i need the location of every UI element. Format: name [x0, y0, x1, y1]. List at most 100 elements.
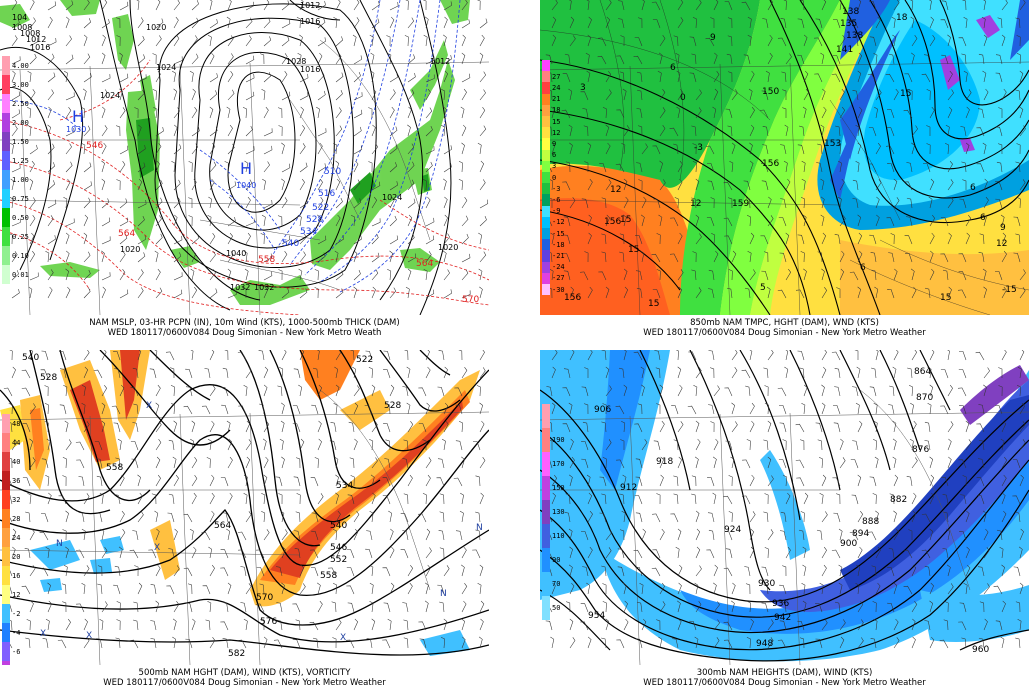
wind-barb	[296, 493, 301, 505]
wind-barb	[746, 637, 751, 649]
wind-barb	[29, 89, 36, 101]
wind-barb	[947, 70, 953, 83]
wind-barb	[641, 196, 647, 209]
height-contours	[0, 350, 489, 656]
wind-barb	[353, 235, 362, 245]
wind-barb	[584, 367, 589, 378]
wind-barb	[349, 350, 355, 361]
wind-barb	[778, 459, 787, 469]
wind-barb	[353, 109, 363, 119]
height-label: 870	[916, 393, 933, 403]
wind-barb	[227, 143, 235, 155]
wind-barb	[47, 269, 54, 281]
wind-barb	[45, 250, 50, 263]
thickness-label: 564	[118, 229, 135, 239]
wind-barb	[244, 268, 249, 281]
wind-barb	[477, 0, 481, 11]
wind-barb	[101, 125, 108, 137]
wind-barb	[819, 492, 824, 505]
legend-label: 130	[552, 508, 565, 516]
wind-barb	[350, 475, 355, 487]
wind-barb	[65, 0, 74, 11]
temp-label: 3	[580, 83, 586, 93]
wind-barb	[227, 251, 234, 263]
height-label: 864	[914, 367, 931, 377]
wind-barb	[243, 474, 248, 487]
wind-barb	[563, 216, 571, 227]
wind-barb	[439, 511, 445, 523]
wind-barb	[136, 0, 140, 11]
wind-barb	[652, 145, 661, 155]
isobar-label-group: 1012 1016 1020 1024 1028 1024 1020 1040 …	[12, 1, 458, 292]
temp-label: 9	[710, 33, 716, 43]
wind-barb	[333, 143, 338, 155]
wind-barb	[317, 214, 321, 227]
wind-barb	[677, 160, 683, 173]
wind-barb	[346, 567, 355, 577]
wind-barb	[165, 351, 175, 361]
wind-barb	[601, 233, 607, 245]
wind-barb	[605, 286, 610, 299]
isobar-label: 1024	[100, 91, 120, 100]
wind-barb	[406, 402, 411, 415]
wind-barb	[298, 268, 303, 281]
negative-vorticity	[30, 536, 470, 656]
isobar-label: 1020	[438, 243, 458, 252]
wind-barb	[983, 618, 988, 631]
h500-borders	[0, 389, 489, 665]
vort-marker: X	[154, 543, 160, 553]
wind-barb	[819, 582, 824, 595]
wind-barb	[371, 286, 376, 299]
wind-barb	[368, 107, 373, 118]
legend-swatch	[2, 585, 10, 604]
wind-barb	[957, 387, 967, 397]
wind-barb	[191, 475, 198, 487]
thickness-blue-label-group: 510 516 522 528 534 540	[282, 167, 341, 249]
wind-barb	[749, 420, 755, 433]
wind-barb	[425, 196, 431, 209]
wind-barb	[888, 547, 895, 559]
wind-barb	[172, 618, 177, 631]
wind-barb	[598, 271, 607, 281]
wind-barb	[748, 88, 753, 101]
wind-barb	[389, 528, 394, 541]
wind-barb	[47, 106, 52, 119]
wind-barb	[889, 385, 895, 397]
wind-barb	[983, 367, 990, 379]
wind-barb	[857, 0, 862, 11]
wind-barb	[202, 585, 211, 595]
legend-label: 20	[12, 552, 21, 561]
wind-barb	[155, 215, 162, 227]
wind-barb	[258, 350, 265, 361]
wind-barb	[170, 403, 175, 415]
legend-label: 0.75	[12, 194, 29, 203]
mslp-map-svg: 1012 1016 1020 1024 1028 1024 1020 1040 …	[0, 0, 489, 315]
wind-barb	[1000, 438, 1005, 451]
wind-barb	[839, 88, 845, 101]
wind-barb	[191, 618, 196, 631]
wind-barb	[710, 17, 715, 28]
wind-barb	[29, 178, 34, 191]
wind-barb	[800, 251, 805, 263]
wind-barb	[777, 639, 787, 649]
wind-barb	[978, 637, 985, 649]
wind-barb	[857, 106, 863, 119]
thickness-red	[0, 59, 489, 315]
wind-barb	[245, 1, 255, 11]
wind-barb	[728, 71, 733, 83]
wind-barb	[132, 367, 139, 379]
wind-barb	[240, 602, 247, 613]
wind-barb	[152, 53, 157, 65]
wind-barb	[911, 420, 917, 433]
wind-barb	[11, 125, 18, 137]
wind-barb	[656, 269, 661, 281]
wind-barb	[47, 600, 52, 613]
wind-barb	[365, 350, 373, 361]
wind-barb	[334, 456, 339, 469]
wind-barb	[461, 233, 469, 245]
wind-barb	[767, 529, 774, 541]
wind-barb	[551, 474, 558, 487]
wind-barb	[371, 196, 378, 209]
wind-barb	[371, 124, 376, 137]
wind-barb	[797, 144, 805, 155]
